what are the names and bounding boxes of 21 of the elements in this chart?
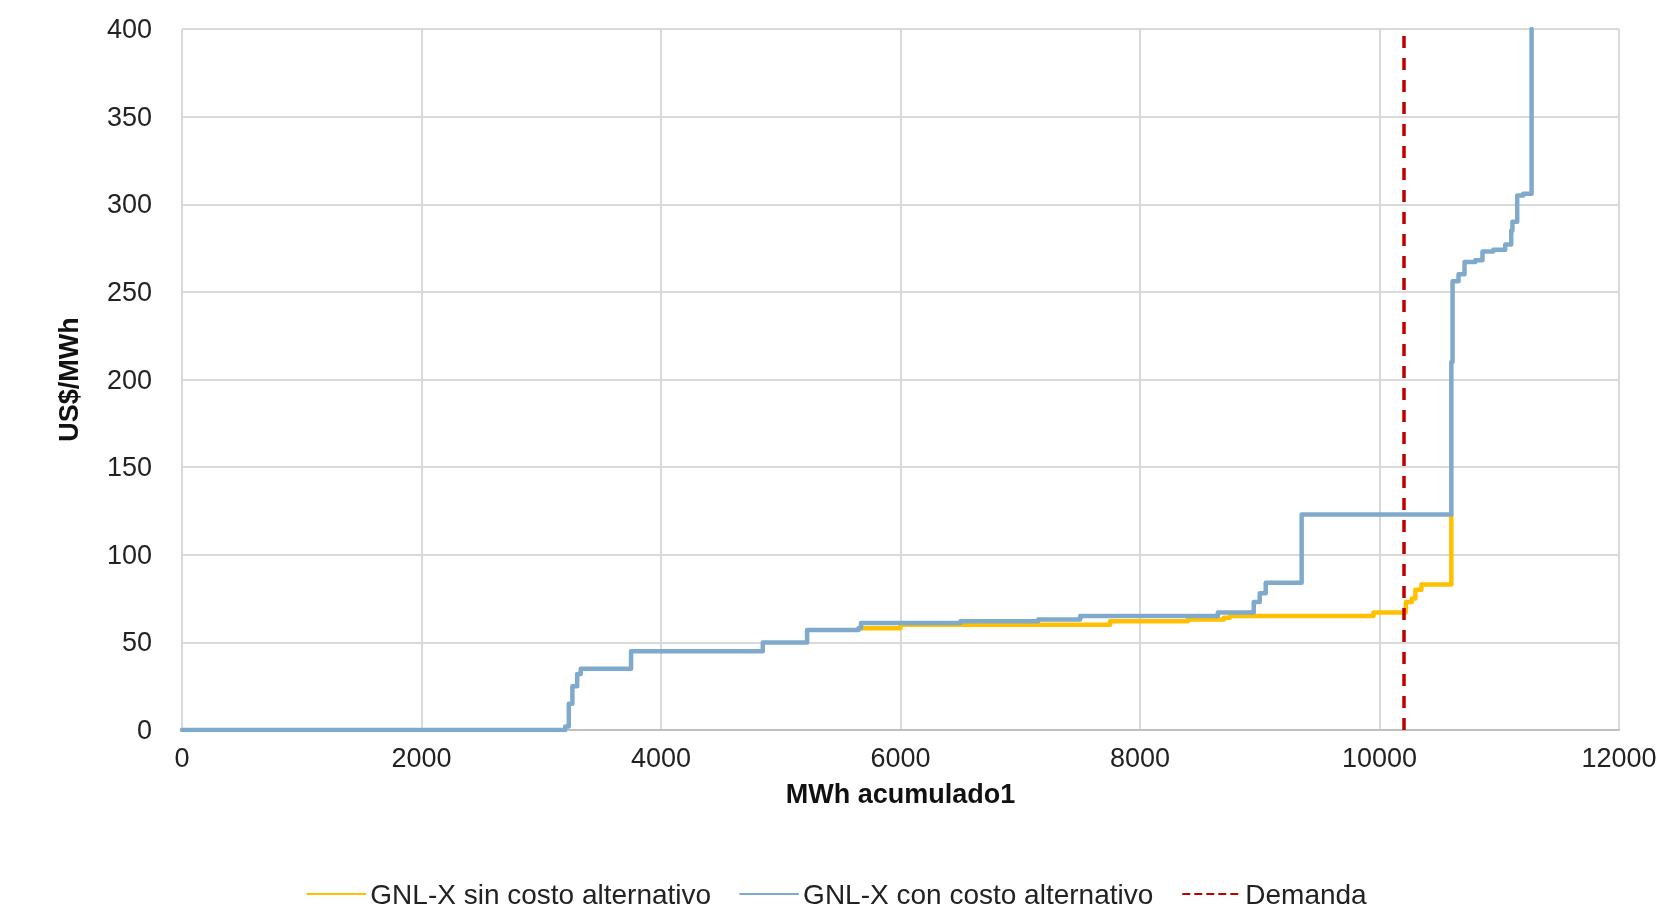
y-tick-label: 0 xyxy=(136,715,152,745)
y-tick-label: 150 xyxy=(106,452,152,483)
y-tick-label: 50 xyxy=(121,627,152,658)
legend-label: GNL-X sin costo alternativo xyxy=(370,878,712,910)
y-tick-label: 300 xyxy=(106,189,152,220)
x-tick-label: 0 xyxy=(174,742,190,773)
y-tick-label: 250 xyxy=(106,276,152,307)
y-tick-label: 400 xyxy=(106,14,152,44)
x-tick-label: 4000 xyxy=(630,742,692,773)
x-axis-title: MWh acumulado1 xyxy=(785,778,1016,809)
y-tick-label: 200 xyxy=(106,364,152,395)
y-axis-title: US$/MWh xyxy=(53,317,84,442)
legend-label: Demanda xyxy=(1245,878,1368,910)
x-tick-label: 12000 xyxy=(1581,742,1657,773)
x-tick-label: 2000 xyxy=(391,742,452,773)
y-tick-label: 100 xyxy=(106,539,152,570)
x-tick-label: 10000 xyxy=(1341,742,1418,773)
legend-label: GNL-X con costo alternativo xyxy=(803,878,1154,910)
x-tick-label: 6000 xyxy=(870,742,931,773)
y-tick-label: 350 xyxy=(106,101,152,132)
x-tick-label: 8000 xyxy=(1109,742,1171,773)
